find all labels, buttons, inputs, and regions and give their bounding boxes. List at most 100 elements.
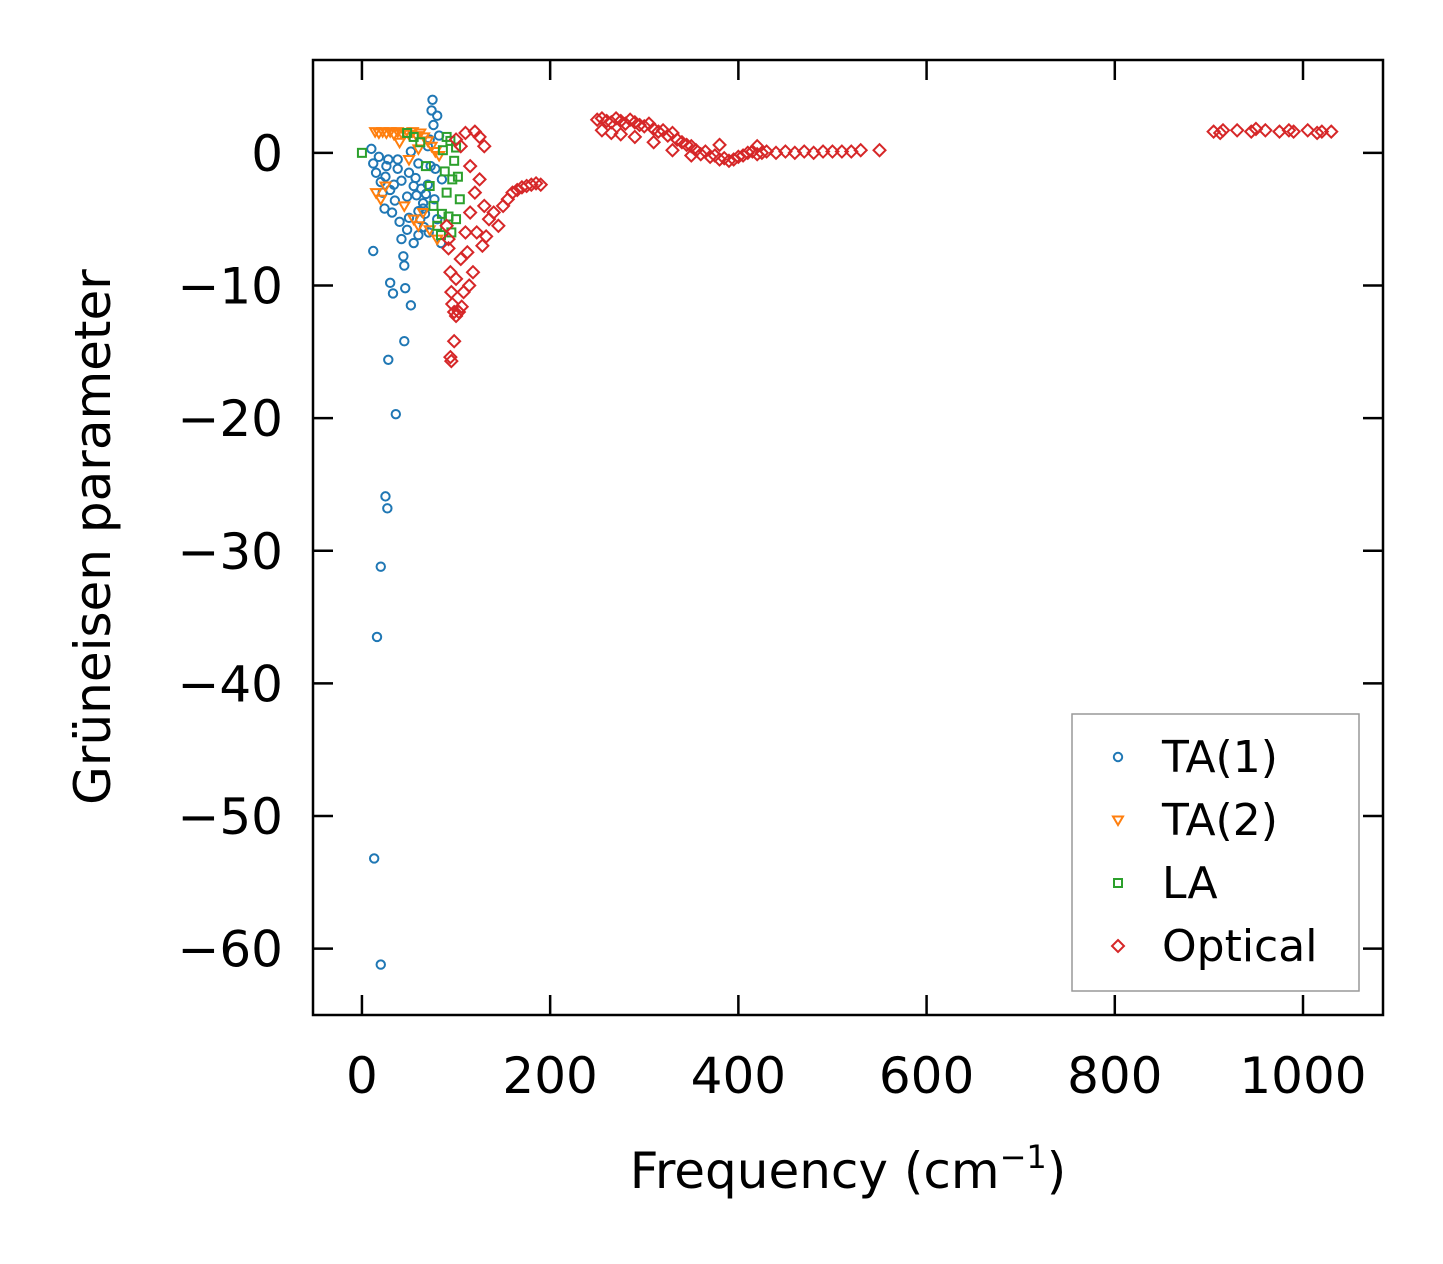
- legend-marker: [1110, 938, 1126, 954]
- data-point: [437, 145, 448, 156]
- data-point: [436, 174, 448, 185]
- data-point: [374, 194, 388, 207]
- y-tick-label: −20: [177, 390, 283, 448]
- data-point: [796, 144, 812, 159]
- data-point: [853, 142, 869, 158]
- data-point: [380, 491, 391, 502]
- data-point: [423, 227, 434, 238]
- data-point: [478, 228, 494, 244]
- data-point: [403, 212, 415, 224]
- data-point: [712, 137, 727, 153]
- legend-markers: [1110, 751, 1126, 954]
- data-point: [441, 231, 456, 247]
- data-point: [452, 171, 463, 182]
- data-point: [405, 300, 417, 311]
- data-point: [490, 218, 506, 234]
- data-point: [1300, 122, 1316, 138]
- data-point: [400, 282, 411, 294]
- x-axis-label: Frequency (cm−1): [630, 1138, 1067, 1200]
- data-point: [441, 131, 452, 142]
- data-point: [740, 145, 756, 161]
- data-point: [432, 110, 443, 121]
- data-point: [378, 181, 393, 193]
- data-point: [387, 288, 399, 299]
- data-point: [436, 208, 447, 219]
- data-point: [435, 230, 446, 241]
- data-point: [442, 264, 458, 280]
- scatter-points: [356, 94, 1339, 970]
- data-point: [458, 225, 473, 240]
- data-point: [402, 154, 416, 167]
- data-point: [650, 124, 666, 140]
- data-point: [410, 172, 421, 184]
- y-tick-label: −10: [177, 257, 283, 315]
- data-point: [389, 195, 401, 206]
- x-tick-label: 400: [691, 1047, 786, 1105]
- data-point: [613, 126, 629, 142]
- y-axis-label: Grüneisen parameter: [64, 269, 122, 805]
- y-tick-label: −50: [177, 788, 283, 846]
- data-point: [441, 240, 456, 256]
- data-point: [1212, 125, 1228, 141]
- data-point: [428, 200, 439, 211]
- data-point: [373, 151, 385, 163]
- data-point: [693, 146, 709, 162]
- data-point: [375, 127, 390, 139]
- data-point: [454, 299, 470, 315]
- data-point: [417, 198, 429, 209]
- data-point: [712, 152, 727, 167]
- data-point: [401, 224, 413, 235]
- data-point: [390, 127, 405, 139]
- data-point: [411, 221, 426, 233]
- data-point: [369, 188, 383, 200]
- legend-label-optical: Optical: [1162, 921, 1317, 972]
- data-point: [366, 143, 377, 155]
- data-point: [396, 233, 407, 245]
- data-point: [660, 128, 676, 144]
- data-point: [408, 131, 419, 142]
- data-point: [447, 174, 458, 185]
- data-point: [446, 333, 462, 349]
- data-point: [422, 225, 437, 237]
- data-point: [384, 277, 396, 289]
- data-point: [448, 271, 464, 287]
- data-point: [448, 308, 464, 324]
- data-point: [411, 190, 422, 201]
- data-point: [421, 136, 435, 148]
- data-point: [533, 177, 549, 193]
- data-point: [1309, 125, 1325, 141]
- x-tick-label: 600: [879, 1047, 974, 1105]
- y-tick-label: 0: [251, 125, 283, 183]
- legend-label-la: LA: [1162, 858, 1218, 909]
- data-point: [392, 163, 403, 174]
- y-tick-label: −60: [177, 921, 283, 979]
- data-point: [449, 155, 460, 166]
- data-point: [375, 959, 386, 970]
- data-point: [439, 166, 450, 177]
- y-tick-label: −40: [177, 655, 283, 713]
- data-point: [392, 154, 403, 165]
- data-point: [1243, 124, 1259, 140]
- data-point: [420, 188, 432, 200]
- data-point: [390, 408, 402, 420]
- data-point: [646, 134, 662, 150]
- data-point: [368, 245, 379, 257]
- data-point: [778, 144, 793, 159]
- data-point: [405, 146, 417, 157]
- data-point: [381, 160, 392, 172]
- legend-marker: [1112, 751, 1124, 763]
- x-tick-label: 800: [1067, 1047, 1162, 1105]
- data-point: [594, 122, 610, 138]
- data-point: [679, 137, 695, 153]
- data-point: [476, 198, 492, 214]
- data-point: [368, 158, 379, 169]
- data-point: [474, 238, 490, 254]
- data-point: [420, 161, 431, 172]
- data-point: [416, 208, 430, 220]
- axis-tick-labels: 0 200 400 600 800 1000 0 −10 −20 −30 −40 −50 −60: [177, 125, 1366, 1105]
- data-point: [603, 125, 619, 141]
- data-point: [462, 205, 478, 220]
- series-optical: [439, 110, 1339, 369]
- data-point: [401, 191, 413, 202]
- data-point: [368, 853, 380, 864]
